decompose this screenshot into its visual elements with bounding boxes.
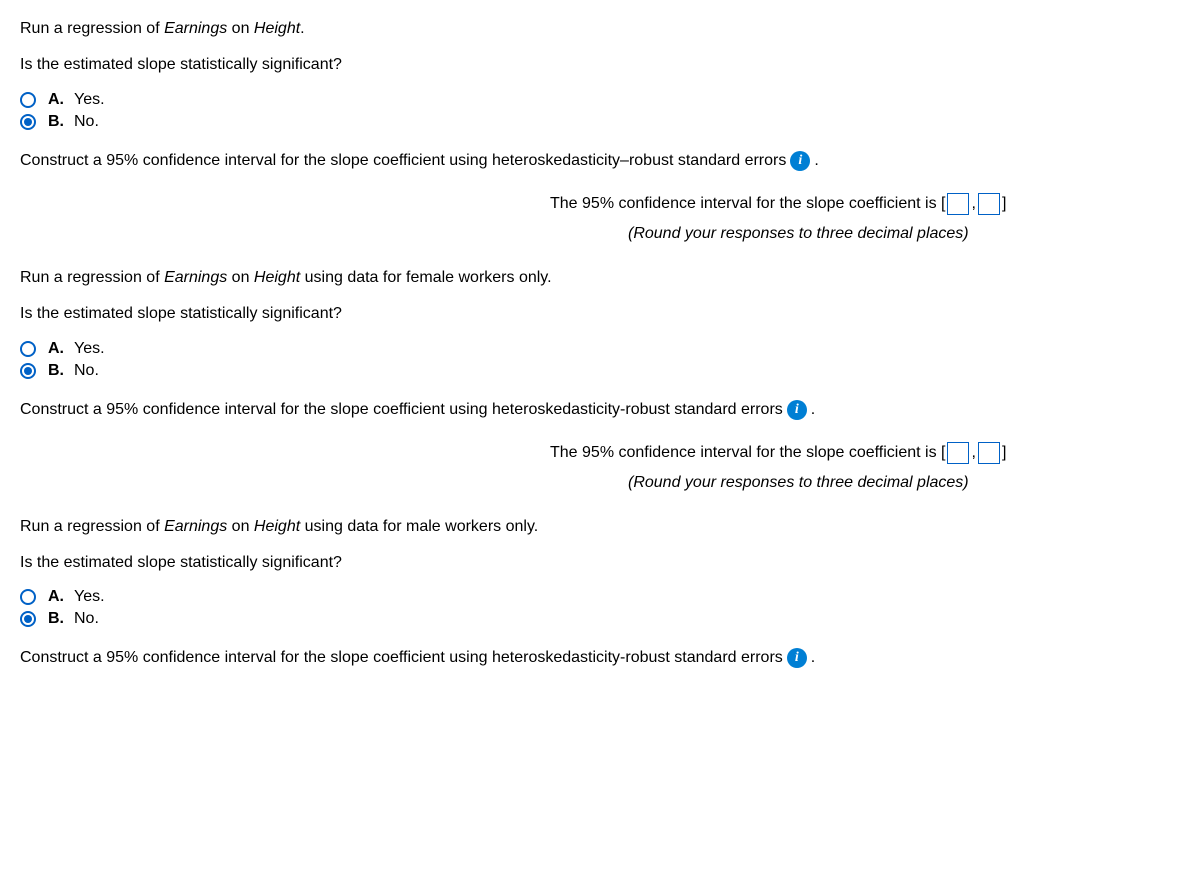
period: .	[811, 649, 815, 667]
text: on	[227, 20, 254, 37]
ci-comma: ,	[971, 195, 975, 213]
radio-icon[interactable]	[20, 611, 36, 627]
instruction-text: Construct a 95% confidence interval for …	[20, 401, 783, 419]
var-earnings: Earnings	[164, 269, 227, 286]
q2-option-a[interactable]: A. Yes.	[20, 340, 1180, 358]
option-text: No.	[74, 610, 99, 628]
q2-ci-answer: The 95% confidence interval for the slop…	[550, 442, 1180, 464]
text: Run a regression of	[20, 20, 164, 37]
text: .	[300, 20, 304, 37]
ci-upper-input[interactable]	[978, 442, 1000, 464]
q3-option-a[interactable]: A. Yes.	[20, 588, 1180, 606]
option-text: No.	[74, 113, 99, 131]
option-letter: B.	[48, 610, 64, 628]
var-earnings: Earnings	[164, 518, 227, 535]
option-letter: B.	[48, 362, 64, 380]
radio-icon[interactable]	[20, 114, 36, 130]
option-text: Yes.	[74, 340, 105, 358]
ci-lower-input[interactable]	[947, 193, 969, 215]
instruction-text: Construct a 95% confidence interval for …	[20, 649, 783, 667]
q3-prompt-line1: Run a regression of Earnings on Height u…	[20, 516, 1180, 538]
option-letter: B.	[48, 113, 64, 131]
option-text: Yes.	[74, 91, 105, 109]
radio-icon[interactable]	[20, 589, 36, 605]
text: Run a regression of	[20, 518, 164, 535]
text: using data for male workers only.	[300, 518, 538, 535]
instruction-text: Construct a 95% confidence interval for …	[20, 152, 786, 170]
q3-ci-instruction: Construct a 95% confidence interval for …	[20, 648, 1180, 668]
q1-option-b[interactable]: B. No.	[20, 113, 1180, 131]
option-letter: A.	[48, 340, 64, 358]
var-earnings: Earnings	[164, 20, 227, 37]
var-height: Height	[254, 518, 300, 535]
option-letter: A.	[48, 588, 64, 606]
ci-label: The 95% confidence interval for the slop…	[550, 195, 945, 213]
period: .	[814, 152, 818, 170]
var-height: Height	[254, 20, 300, 37]
q1-ci-answer: The 95% confidence interval for the slop…	[550, 193, 1180, 215]
ci-close: ]	[1002, 195, 1006, 213]
q2-options: A. Yes. B. No.	[20, 340, 1180, 380]
info-icon[interactable]: i	[790, 151, 810, 171]
ci-upper-input[interactable]	[978, 193, 1000, 215]
text: on	[227, 518, 254, 535]
q3-options: A. Yes. B. No.	[20, 588, 1180, 628]
q1-prompt-line2: Is the estimated slope statistically sig…	[20, 54, 1180, 76]
ci-lower-input[interactable]	[947, 442, 969, 464]
option-text: No.	[74, 362, 99, 380]
q1-ci-instruction: Construct a 95% confidence interval for …	[20, 151, 1180, 171]
radio-icon[interactable]	[20, 92, 36, 108]
info-icon[interactable]: i	[787, 400, 807, 420]
q2-prompt-line1: Run a regression of Earnings on Height u…	[20, 267, 1180, 289]
q2-ci-instruction: Construct a 95% confidence interval for …	[20, 400, 1180, 420]
ci-close: ]	[1002, 444, 1006, 462]
q2-round-note: (Round your responses to three decimal p…	[628, 474, 1180, 492]
q1-option-a[interactable]: A. Yes.	[20, 91, 1180, 109]
q1-round-note: (Round your responses to three decimal p…	[628, 225, 1180, 243]
text: on	[227, 269, 254, 286]
q2-prompt-line2: Is the estimated slope statistically sig…	[20, 303, 1180, 325]
ci-comma: ,	[971, 444, 975, 462]
var-height: Height	[254, 269, 300, 286]
ci-label: The 95% confidence interval for the slop…	[550, 444, 945, 462]
option-letter: A.	[48, 91, 64, 109]
q3-option-b[interactable]: B. No.	[20, 610, 1180, 628]
text: Run a regression of	[20, 269, 164, 286]
q3-prompt-line2: Is the estimated slope statistically sig…	[20, 552, 1180, 574]
q1-options: A. Yes. B. No.	[20, 91, 1180, 131]
period: .	[811, 401, 815, 419]
q2-option-b[interactable]: B. No.	[20, 362, 1180, 380]
info-icon[interactable]: i	[787, 648, 807, 668]
text: using data for female workers only.	[300, 269, 551, 286]
radio-icon[interactable]	[20, 363, 36, 379]
q1-prompt-line1: Run a regression of Earnings on Height.	[20, 18, 1180, 40]
option-text: Yes.	[74, 588, 105, 606]
radio-icon[interactable]	[20, 341, 36, 357]
